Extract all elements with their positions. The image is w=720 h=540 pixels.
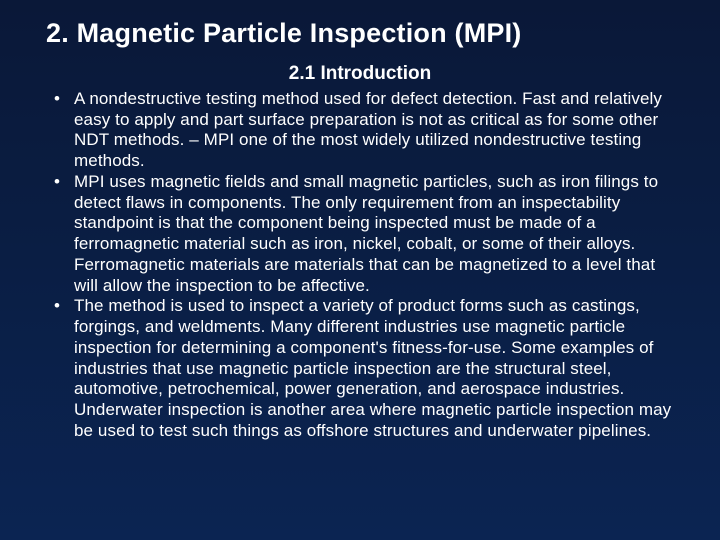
slide: 2. Magnetic Particle Inspection (MPI) 2.… [0,0,720,540]
slide-subtitle: 2.1 Introduction [40,63,680,85]
list-item: A nondestructive testing method used for… [48,89,680,172]
slide-title: 2. Magnetic Particle Inspection (MPI) [46,18,680,49]
list-item: The method is used to inspect a variety … [48,296,680,441]
list-item: MPI uses magnetic fields and small magne… [48,172,680,296]
bullet-list: A nondestructive testing method used for… [40,89,680,441]
